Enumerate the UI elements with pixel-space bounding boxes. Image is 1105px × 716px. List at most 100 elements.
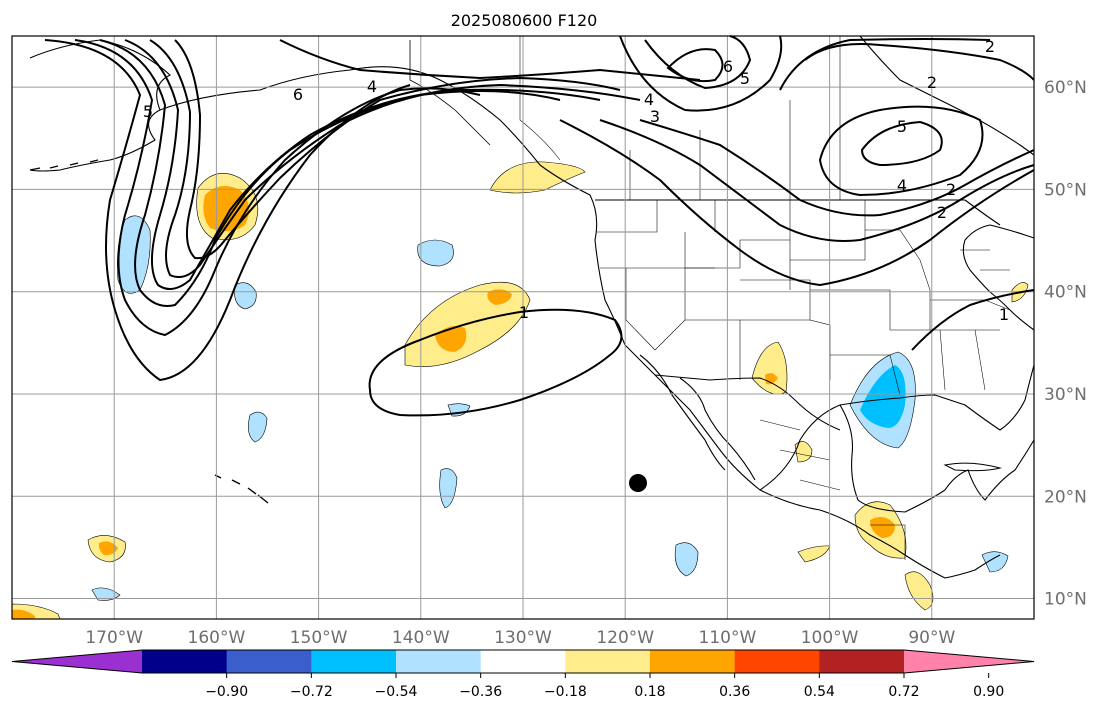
contour-line	[818, 105, 984, 197]
colorbar-segment	[819, 650, 905, 673]
contour-line	[644, 35, 752, 90]
negative-anomaly-area	[248, 411, 268, 443]
country-border	[964, 199, 1001, 226]
negative-anomaly-area	[91, 587, 121, 601]
contour-label: 6	[293, 85, 303, 104]
figure-title: 2025080600 F120	[451, 11, 598, 30]
longitude-tick-label: 140°W	[392, 628, 450, 648]
contour-line	[666, 48, 724, 83]
contour-label: 2	[927, 73, 937, 92]
longitude-tick-label: 120°W	[596, 628, 654, 648]
negative-anomaly-area	[439, 468, 458, 509]
country-border	[409, 40, 491, 146]
latitude-labels: 60°N 50°N 40°N 30°N 20°N 10°N	[1044, 78, 1087, 609]
colorbar-segment	[311, 650, 397, 673]
colorbar-segment	[565, 650, 651, 673]
contour-label: 4	[367, 77, 377, 96]
contour-line	[44, 39, 411, 382]
negative-anomaly-area	[417, 239, 454, 267]
state-border	[714, 200, 791, 290]
positive-anomaly-core	[870, 516, 895, 538]
coastline	[639, 354, 726, 471]
contour-line	[804, 43, 1035, 81]
colorbar-segment	[142, 650, 228, 673]
contour-line	[779, 38, 991, 91]
contour-line	[279, 39, 701, 81]
coastline	[679, 377, 756, 481]
colorbar-outline	[11, 649, 1035, 674]
colorbar-extend-low	[12, 650, 142, 673]
positive-anomaly-area	[794, 441, 813, 463]
latitude-tick-label: 10°N	[1044, 590, 1087, 610]
colorbar-tick-label: 0.18	[634, 684, 665, 700]
cuba	[943, 462, 1002, 472]
state-border	[597, 200, 658, 233]
colorbar-tick-label: −0.36	[459, 684, 502, 700]
negative-anomaly-core	[860, 365, 906, 428]
negative-anomaly-area	[234, 282, 257, 310]
colorbar-segment	[734, 650, 820, 673]
positive-anomaly-core	[203, 186, 249, 232]
contour-label: 6	[723, 57, 733, 76]
longitude-tick-label: 110°W	[699, 628, 757, 648]
negative-anomaly-area	[674, 542, 699, 577]
colorbar-segment	[396, 650, 482, 673]
positive-anomaly-core	[435, 326, 467, 352]
positive-anomaly-core	[487, 289, 512, 305]
coastline	[859, 35, 1035, 156]
mexico-state-border	[759, 419, 906, 560]
contour-line	[559, 119, 1035, 287]
latitude-tick-label: 40°N	[1044, 283, 1087, 303]
positive-anomaly-core	[12, 609, 35, 619]
negative-anomaly-area	[981, 551, 1009, 573]
state-border	[939, 329, 986, 391]
longitude-tick-label: 160°W	[188, 628, 246, 648]
colorbar-segment	[650, 650, 736, 673]
longitude-tick-label: 100°W	[801, 628, 859, 648]
longitude-tick-label: 130°W	[494, 628, 552, 648]
coastline	[759, 404, 1035, 513]
contour-labels: 5 6 4 4 3 6 5 2 2 5 4 2 2 1 1	[143, 37, 1009, 324]
colorbar-tick-label: −0.90	[205, 684, 248, 700]
longitude-tick-label: 150°W	[290, 628, 348, 648]
contour-label: 2	[985, 37, 995, 56]
contour-line	[149, 39, 641, 278]
colorbar-tick-label: −0.72	[290, 684, 333, 700]
latitude-tick-label: 50°N	[1044, 180, 1087, 200]
positive-anomaly-area	[489, 161, 586, 194]
contour-line	[911, 289, 1035, 351]
state-border	[830, 354, 901, 396]
coastline	[839, 364, 1035, 431]
anomaly-shading	[11, 161, 1029, 620]
positive-anomaly-core	[98, 541, 118, 556]
contour-label: 5	[740, 69, 750, 88]
contour-label: 5	[143, 102, 153, 121]
height-contours	[44, 35, 1035, 417]
contour-line	[599, 119, 1035, 242]
state-border	[625, 268, 656, 351]
colorbar-tick-label: 0.36	[719, 684, 750, 700]
colorbar-tick-label: −0.18	[544, 684, 587, 700]
colorbar-tick-label: −0.54	[375, 684, 418, 700]
hawaii-islands	[214, 474, 269, 504]
longitude-tick-label: 90°W	[908, 628, 955, 648]
latitude-tick-label: 20°N	[1044, 487, 1087, 507]
province-border	[519, 36, 561, 161]
state-border	[810, 289, 891, 330]
contour-line	[860, 120, 943, 167]
contour-line	[74, 39, 481, 337]
contour-label: 2	[946, 180, 956, 199]
colorbar-tick-label: 0.54	[804, 684, 835, 700]
aleutian-islands	[29, 159, 99, 171]
country-border	[654, 374, 841, 431]
contour-label: 2	[937, 203, 947, 222]
contour-label: 4	[644, 90, 654, 109]
contour-label: 1	[999, 305, 1009, 324]
contour-line	[639, 119, 1035, 217]
contour-label: 3	[650, 107, 660, 126]
state-border	[960, 249, 1010, 271]
storm-center-marker	[629, 474, 647, 492]
positive-anomaly-area	[904, 571, 934, 611]
